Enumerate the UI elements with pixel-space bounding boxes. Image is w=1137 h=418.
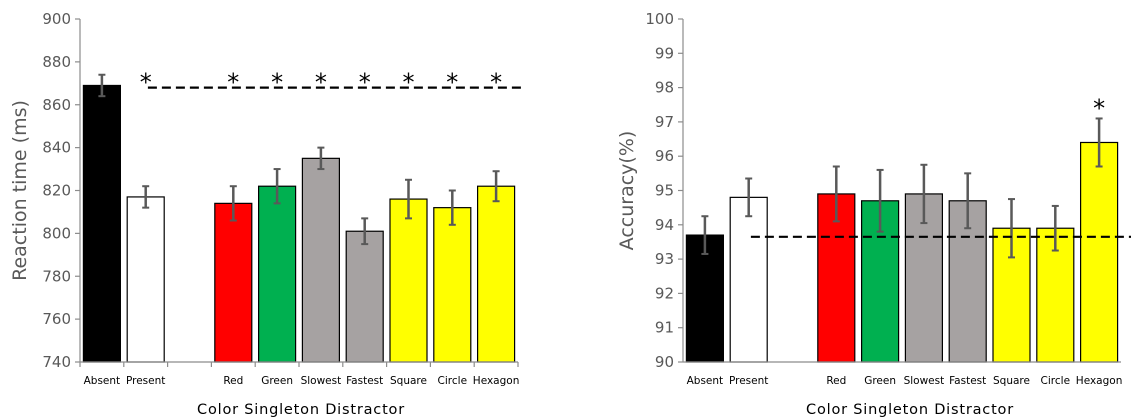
x-tick-label: Slowest [904, 375, 945, 387]
x-tick-label: Hexagon [1076, 375, 1123, 387]
x-axis-title: Color Singleton Distractor [197, 402, 405, 418]
y-tick-label: 90 [655, 353, 674, 371]
x-tick-label: Green [864, 375, 896, 387]
significance-marker: * [403, 69, 415, 97]
x-tick-label: Red [826, 375, 846, 387]
bar [389, 198, 428, 363]
y-tick-label: 94 [655, 216, 674, 234]
x-tick-label: Present [126, 375, 165, 387]
x-tick-label: Absent [687, 375, 724, 387]
y-tick-label: 880 [42, 53, 71, 71]
x-tick-label: Square [993, 375, 1030, 387]
significance-marker: * [490, 69, 502, 97]
significance-marker: * [359, 69, 371, 97]
y-tick-label: 95 [655, 182, 674, 200]
bar [729, 196, 768, 363]
significance-marker: * [140, 69, 152, 97]
x-tick-label: Green [261, 375, 293, 387]
bar [1079, 141, 1119, 363]
x-tick-label: Circle [1041, 375, 1071, 387]
x-tick-label: Absent [84, 375, 121, 387]
bar [258, 185, 297, 363]
y-tick-label: 780 [42, 267, 71, 285]
significance-marker: * [227, 69, 239, 97]
y-tick-label: 98 [655, 79, 674, 97]
reaction-time-chart: 740 760 780 800 820 840 860 880 900 Absent Present… [9, 10, 524, 418]
x-tick-label: Slowest [301, 375, 342, 387]
y-tick-label: 740 [42, 353, 71, 371]
significance-marker: * [271, 69, 283, 97]
y-tick-label: 800 [42, 224, 71, 242]
y-tick-label: 820 [42, 182, 71, 200]
y-axis-title: Accuracy(%) [616, 131, 638, 251]
x-tick-label: Red [223, 375, 243, 387]
x-tick-label: Circle [438, 375, 468, 387]
accuracy-chart: 90 91 92 93 94 95 96 97 98 99 100 Absent Present Red G… [616, 10, 1131, 418]
significance-marker: * [446, 69, 458, 97]
y-tick-label: 840 [42, 139, 71, 157]
bar [477, 185, 516, 363]
y-tick-label: 100 [645, 10, 674, 28]
bar [685, 234, 725, 363]
x-tick-label: Square [390, 375, 427, 387]
y-axis-title: Reaction time (ms) [9, 100, 31, 281]
y-tick-label: 93 [655, 250, 674, 268]
bar [301, 157, 340, 363]
significance-marker: * [1093, 94, 1105, 122]
x-tick-label: Hexagon [473, 375, 520, 387]
y-tick-label: 760 [42, 310, 71, 328]
x-tick-label: Fastest [949, 375, 986, 387]
y-tick-label: 92 [655, 284, 674, 302]
y-tick-label: 97 [655, 113, 674, 131]
y-tick-label: 91 [655, 319, 674, 337]
y-tick-label: 99 [655, 44, 674, 62]
bar [126, 196, 165, 363]
x-tick-label: Fastest [346, 375, 383, 387]
x-tick-label: Present [729, 375, 768, 387]
significance-marker: * [315, 69, 327, 97]
y-tick-label: 96 [655, 147, 674, 165]
y-tick-label: 860 [42, 96, 71, 114]
bar [433, 207, 472, 363]
bar [214, 202, 253, 363]
x-axis-title: Color Singleton Distractor [806, 402, 1014, 418]
bar [82, 84, 122, 363]
y-tick-label: 900 [42, 10, 71, 28]
bar [345, 230, 384, 363]
